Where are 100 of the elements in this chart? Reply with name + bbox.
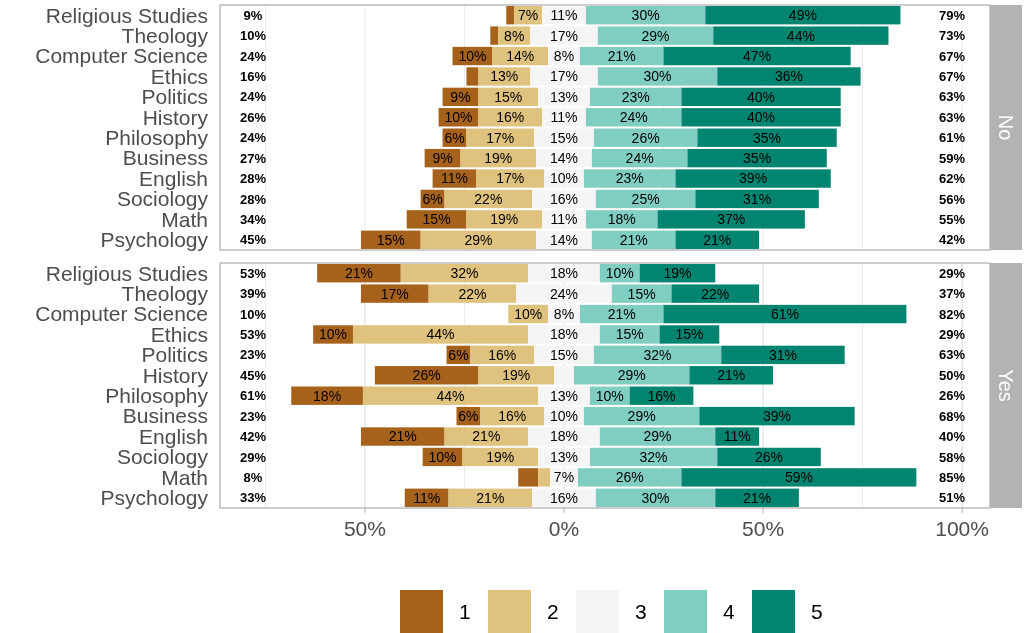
x-tick-label: 50%	[742, 517, 785, 540]
annotation: 39%	[239, 286, 267, 302]
data-label: 13%	[490, 68, 519, 85]
data-label: 9%	[450, 88, 471, 105]
data-label: 21%	[619, 231, 648, 248]
bar	[687, 148, 827, 168]
bar	[705, 6, 901, 25]
annotation: 45%	[239, 367, 267, 383]
data-label: 11%	[441, 170, 468, 187]
annotation: 24%	[239, 48, 267, 64]
data-label: 15%	[615, 326, 644, 343]
data-label: 10%	[319, 326, 348, 343]
data-label: 44%	[436, 387, 465, 404]
data-label: 35%	[753, 129, 782, 146]
bar	[713, 26, 889, 45]
data-label: 35%	[743, 150, 772, 167]
annotation: 27%	[239, 150, 267, 166]
data-label: 30%	[641, 489, 670, 506]
bar	[663, 304, 907, 324]
bar	[681, 108, 841, 127]
data-label: 10%	[549, 170, 579, 187]
text: Yes	[995, 369, 1017, 402]
data-label: 18%	[549, 326, 579, 343]
data-label: 13%	[549, 448, 579, 465]
data-label: 30%	[643, 68, 672, 85]
data-label: 18%	[313, 387, 342, 404]
data-label: 24%	[549, 285, 579, 302]
annotation: 37%	[938, 286, 966, 302]
annotation: 34%	[239, 211, 267, 227]
annotation: 8%	[243, 469, 263, 485]
data-label: 23%	[621, 88, 650, 105]
annotation: 45%	[239, 232, 267, 248]
data-label: 19%	[490, 211, 519, 228]
bar	[506, 6, 515, 25]
data-label: 15%	[549, 346, 579, 363]
legend-label: 1	[459, 599, 471, 623]
data-label: 21%	[703, 231, 732, 248]
data-label: 15%	[627, 285, 656, 302]
data-label: 17%	[549, 27, 579, 44]
data-label: 16%	[496, 109, 525, 126]
legend-label: 2	[547, 599, 559, 623]
data-label: 11%	[723, 428, 751, 445]
data-label: 16%	[498, 408, 527, 425]
data-label: 22%	[701, 285, 730, 302]
data-label: 19%	[484, 150, 513, 167]
text: No	[995, 114, 1017, 141]
data-label: 11%	[413, 489, 441, 506]
data-label: 17%	[486, 129, 515, 146]
legend-label: 3	[635, 599, 647, 623]
data-label: 11%	[550, 211, 578, 228]
data-label: 49%	[788, 7, 817, 24]
data-label: 40%	[747, 88, 776, 105]
annotation: 23%	[239, 347, 267, 363]
data-label: 21%	[607, 47, 636, 64]
data-label: 14%	[506, 47, 535, 64]
data-label: 6%	[422, 190, 443, 207]
data-label: 29%	[643, 428, 672, 445]
data-label: 8%	[504, 27, 525, 44]
data-label: 23%	[615, 170, 644, 187]
data-label: 10%	[514, 305, 543, 322]
bar	[400, 264, 529, 283]
data-label: 21%	[472, 428, 501, 445]
annotation: 28%	[239, 171, 267, 187]
annotation: 29%	[239, 449, 267, 465]
data-label: 29%	[617, 367, 646, 384]
data-label: 7%	[518, 7, 539, 24]
annotation: 73%	[938, 28, 966, 44]
data-label: 15%	[549, 129, 579, 146]
bar	[671, 284, 760, 303]
data-label: 19%	[663, 265, 692, 282]
bar	[518, 468, 539, 487]
bar	[721, 345, 845, 365]
y-tick-label: Ethics	[150, 64, 208, 88]
annotation: 24%	[239, 89, 267, 105]
data-label: 32%	[450, 265, 479, 282]
annotation: 85%	[938, 469, 966, 485]
data-label: 29%	[627, 408, 656, 425]
y-tick-label: Ethics	[150, 322, 208, 346]
annotation: 63%	[938, 89, 966, 105]
annotation: 28%	[239, 191, 267, 207]
bar	[577, 468, 682, 487]
annotation: 61%	[239, 388, 267, 404]
x-tick-label: 50%	[343, 517, 386, 540]
annotation: 29%	[938, 327, 966, 343]
data-label: 36%	[774, 68, 803, 85]
data-label: 22%	[458, 285, 487, 302]
data-label: 10%	[428, 448, 457, 465]
bar	[695, 189, 819, 209]
bar	[699, 406, 855, 426]
annotation: 63%	[938, 347, 966, 363]
bar	[717, 67, 861, 86]
data-label: 39%	[739, 170, 768, 187]
data-label: 13%	[549, 387, 579, 404]
data-label: 6%	[448, 346, 469, 363]
data-label: 59%	[784, 469, 813, 486]
annotation: 56%	[938, 191, 966, 207]
data-label: 13%	[549, 88, 579, 105]
annotation: 9%	[243, 7, 263, 23]
data-label: 30%	[631, 7, 660, 24]
bar	[538, 468, 551, 487]
